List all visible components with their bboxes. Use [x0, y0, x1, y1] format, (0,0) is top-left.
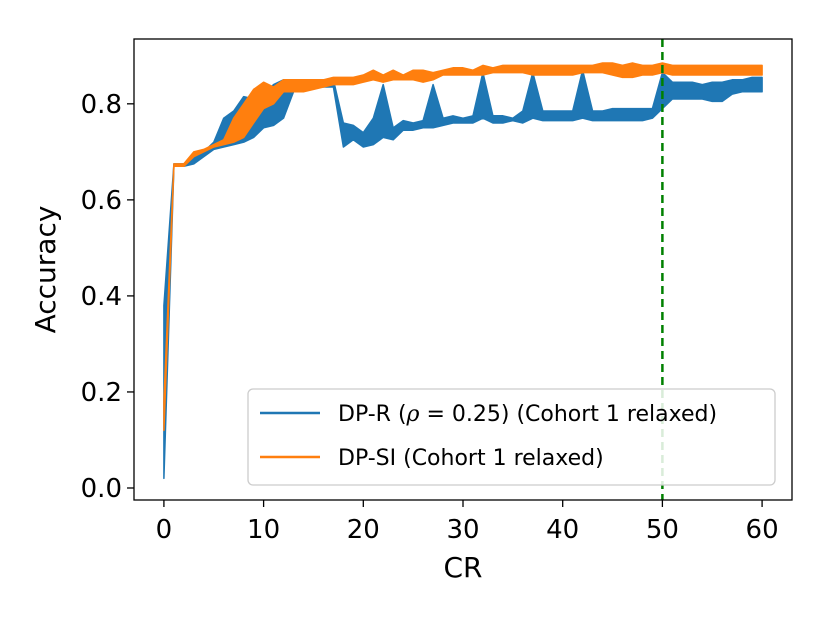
y-tick-label: 0.4	[81, 282, 122, 312]
x-tick-label: 20	[347, 515, 380, 545]
legend-box	[247, 388, 776, 486]
legend-label-dp-si: DP-SI (Cohort 1 relaxed)	[338, 446, 604, 471]
y-tick-label: 0.8	[81, 90, 122, 120]
y-axis-ticks: 0.0 0.2 0.4 0.6 0.8	[81, 90, 134, 504]
x-axis-ticks: 0 10 20 30 40 50 60	[156, 500, 779, 545]
x-tick-label: 10	[247, 515, 280, 545]
x-tick-label: 60	[746, 515, 779, 545]
legend-dp-r-suffix: ) (Cohort 1 relaxed)	[501, 402, 717, 427]
series-bands	[163, 62, 763, 480]
legend: DP-R (ρ = 0.25) (Cohort 1 relaxed) DP-SI…	[247, 388, 776, 486]
x-tick-label: 40	[546, 515, 579, 545]
y-axis-title: Accuracy	[29, 206, 62, 334]
y-tick-label: 0.2	[81, 378, 122, 408]
y-tick-label: 0.6	[81, 186, 122, 216]
legend-dp-r-prefix: DP-R (	[338, 402, 407, 427]
x-tick-label: 0	[156, 515, 173, 545]
band-dp-si	[163, 62, 763, 432]
x-tick-label: 50	[646, 515, 679, 545]
legend-dp-r-rho: ρ	[406, 402, 420, 427]
legend-label-dp-r: DP-R (ρ = 0.25) (Cohort 1 relaxed)	[338, 402, 717, 427]
y-tick-label: 0.0	[81, 474, 122, 504]
x-axis-title: CR	[443, 551, 482, 584]
x-tick-label: 30	[446, 515, 479, 545]
legend-dp-r-rho-value: = 0.25	[419, 402, 500, 427]
band-dp-r	[163, 69, 763, 480]
